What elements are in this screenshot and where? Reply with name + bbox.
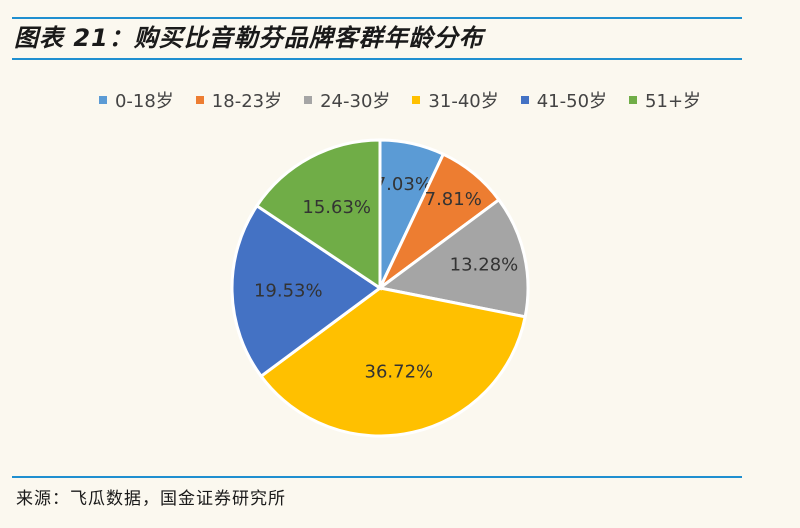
pie-slice — [376, 197, 530, 319]
pie-slice — [254, 138, 382, 291]
legend-label: 0-18岁 — [114, 91, 174, 112]
legend-item: 24-30岁 — [304, 87, 390, 113]
legend-item: 51+岁 — [629, 87, 701, 113]
slice-data-label: 36.72% — [365, 362, 434, 383]
slice-data-label: 7.03% — [375, 174, 432, 195]
legend-item: 0-18岁 — [98, 87, 174, 113]
legend-item: 41-50岁 — [520, 87, 608, 113]
legend-swatch — [412, 96, 421, 104]
slice-data-label: 7.81% — [425, 189, 482, 210]
pie-slice — [230, 203, 383, 379]
title-underline — [12, 58, 742, 60]
chart-title: 图表 21：购买比音勒芬品牌客群年龄分布 — [14, 24, 484, 52]
legend-label: 31-40岁 — [428, 91, 499, 112]
legend-swatch — [629, 96, 638, 104]
legend-label: 18-23岁 — [211, 91, 283, 112]
bottom-rule — [12, 476, 742, 478]
legend-label: 24-30岁 — [320, 91, 391, 112]
chart-legend: 0-18岁 18-23岁 24-30岁 31-40岁 41-50岁 51+岁 — [0, 86, 800, 114]
legend-label: 41-50岁 — [536, 91, 608, 112]
legend-label: 51+岁 — [645, 91, 702, 112]
legend-item: 31-40岁 — [412, 87, 499, 113]
legend-swatch — [98, 96, 107, 104]
slice-data-label: 19.53% — [254, 280, 323, 301]
source-note: 来源：飞瓜数据，国金证券研究所 — [16, 489, 286, 509]
slice-data-label: 15.63% — [302, 197, 371, 218]
legend-swatch — [195, 96, 204, 104]
legend-item: 18-23岁 — [195, 87, 283, 113]
pie-slice — [259, 286, 527, 438]
legend-swatch — [304, 96, 313, 104]
slice-data-label: 13.28% — [450, 255, 519, 276]
legend-swatch — [520, 96, 529, 104]
top-rule — [12, 17, 742, 19]
